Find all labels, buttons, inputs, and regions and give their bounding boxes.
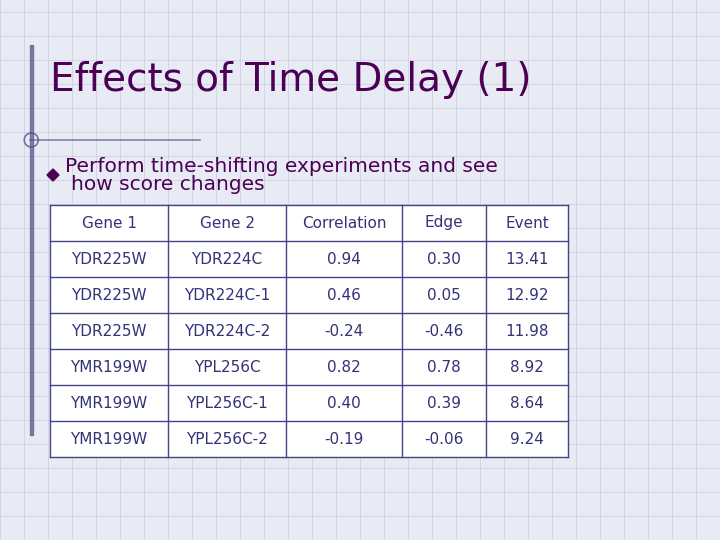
- Text: 9.24: 9.24: [510, 431, 544, 447]
- Text: -0.46: -0.46: [424, 323, 464, 339]
- Text: -0.19: -0.19: [324, 431, 364, 447]
- Text: YMR199W: YMR199W: [71, 360, 148, 375]
- Text: -0.24: -0.24: [325, 323, 364, 339]
- Text: YMR199W: YMR199W: [71, 431, 148, 447]
- Text: Edge: Edge: [425, 215, 463, 231]
- Text: YPL256C-2: YPL256C-2: [186, 431, 268, 447]
- Text: Gene 1: Gene 1: [81, 215, 137, 231]
- Text: YDR224C: YDR224C: [192, 252, 263, 267]
- Text: 0.40: 0.40: [327, 395, 361, 410]
- Text: YPL256C: YPL256C: [194, 360, 261, 375]
- Text: 0.78: 0.78: [427, 360, 461, 375]
- Text: 8.64: 8.64: [510, 395, 544, 410]
- Text: 0.94: 0.94: [327, 252, 361, 267]
- Text: 11.98: 11.98: [505, 323, 549, 339]
- Text: 0.82: 0.82: [327, 360, 361, 375]
- Polygon shape: [47, 169, 59, 181]
- Text: 0.30: 0.30: [427, 252, 461, 267]
- Text: 0.05: 0.05: [427, 287, 461, 302]
- Text: YDR224C-2: YDR224C-2: [184, 323, 270, 339]
- Text: Effects of Time Delay (1): Effects of Time Delay (1): [50, 61, 531, 99]
- Bar: [50, 205, 568, 457]
- Text: YPL256C-1: YPL256C-1: [186, 395, 268, 410]
- Text: 13.41: 13.41: [505, 252, 549, 267]
- Text: YDR225W: YDR225W: [71, 252, 147, 267]
- Text: 12.92: 12.92: [505, 287, 549, 302]
- Text: YDR225W: YDR225W: [71, 323, 147, 339]
- Bar: [30, 45, 32, 435]
- Text: Perform time-shifting experiments and see: Perform time-shifting experiments and se…: [65, 158, 498, 177]
- Text: -0.06: -0.06: [424, 431, 464, 447]
- Text: Correlation: Correlation: [302, 215, 386, 231]
- Text: YDR225W: YDR225W: [71, 287, 147, 302]
- Text: how score changes: how score changes: [71, 176, 265, 194]
- Text: YDR224C-1: YDR224C-1: [184, 287, 270, 302]
- Text: Event: Event: [505, 215, 549, 231]
- Text: YMR199W: YMR199W: [71, 395, 148, 410]
- Text: 0.39: 0.39: [427, 395, 461, 410]
- Text: 0.46: 0.46: [327, 287, 361, 302]
- Text: 8.92: 8.92: [510, 360, 544, 375]
- Text: Gene 2: Gene 2: [199, 215, 254, 231]
